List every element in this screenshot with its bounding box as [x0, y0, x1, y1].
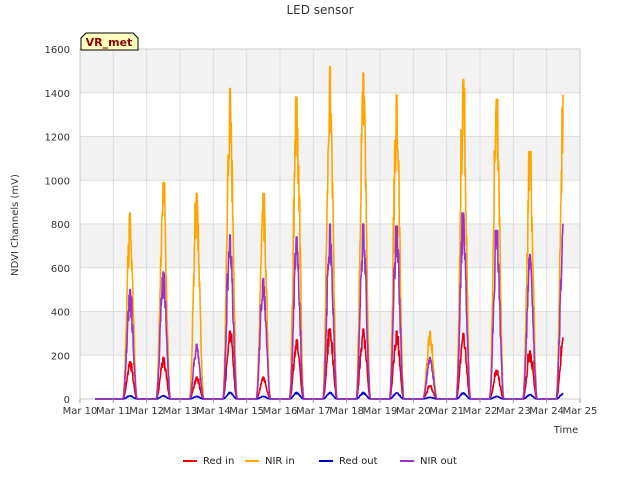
x-tick-label: Mar 21	[429, 406, 464, 417]
x-tick-label: Mar 23	[496, 406, 531, 417]
legend-label: NIR out	[420, 456, 457, 467]
legend-label: Red in	[203, 456, 234, 467]
x-tick-label: Mar 18	[329, 406, 364, 417]
plot-band	[80, 180, 580, 224]
y-tick-label: 800	[51, 220, 70, 231]
legend-label: Red out	[339, 456, 378, 467]
y-tick-label: 400	[51, 308, 70, 319]
legend: Red in NIR in Red out NIR out	[183, 456, 457, 467]
badge-box	[80, 32, 139, 51]
legend-item-red-in: Red in	[183, 456, 234, 467]
y-tick-label: 200	[51, 351, 70, 362]
x-tick-label: Mar 11	[96, 406, 131, 417]
series-line-nir-out	[94, 212, 564, 400]
badge-label: VR_met	[86, 36, 133, 49]
y-axis-label: NDVI Channels (mV)	[10, 174, 21, 276]
y-tick-label: 1000	[45, 176, 70, 187]
chart-title: LED sensor	[286, 3, 353, 17]
y-tick-label: 1200	[45, 133, 70, 144]
x-tick-label: Mar 10	[63, 406, 98, 417]
x-tick-label: Mar 16	[263, 406, 298, 417]
x-axis-label: Time	[553, 425, 578, 436]
x-tick-label: Mar 13	[163, 406, 198, 417]
x-tick-label: Mar 12	[129, 406, 164, 417]
legend-item-red-out: Red out	[319, 456, 378, 467]
grid-lines	[79, 48, 581, 400]
vr-met-badge: VR_met	[80, 32, 139, 51]
x-tick-label: Mar 19	[363, 406, 398, 417]
plot-band	[80, 267, 580, 312]
y-tick-label: 1400	[45, 89, 70, 100]
x-tick-label: Mar 24	[529, 406, 564, 417]
legend-label: NIR in	[265, 456, 295, 467]
x-tick-label: Mar 25	[563, 406, 598, 417]
x-tick-label: Mar 22	[463, 406, 498, 417]
y-tick-label: 600	[51, 264, 70, 275]
x-tick-label: Mar 15	[229, 406, 264, 417]
plot-band	[80, 136, 580, 181]
y-tick-label: 1600	[45, 45, 70, 56]
y-tick-label: 0	[64, 395, 70, 406]
x-tick-label: Mar 17	[296, 406, 331, 417]
x-tick-label: Mar 14	[196, 406, 231, 417]
plot-frame	[79, 48, 581, 400]
series-lines	[94, 65, 564, 400]
legend-item-nir-in: NIR in	[245, 456, 295, 467]
legend-item-nir-out: NIR out	[400, 456, 457, 467]
x-tick-label: Mar 20	[396, 406, 431, 417]
y-axis-ticks: 0 200 400 600 800 1000 1200 1400 1600	[45, 45, 70, 406]
